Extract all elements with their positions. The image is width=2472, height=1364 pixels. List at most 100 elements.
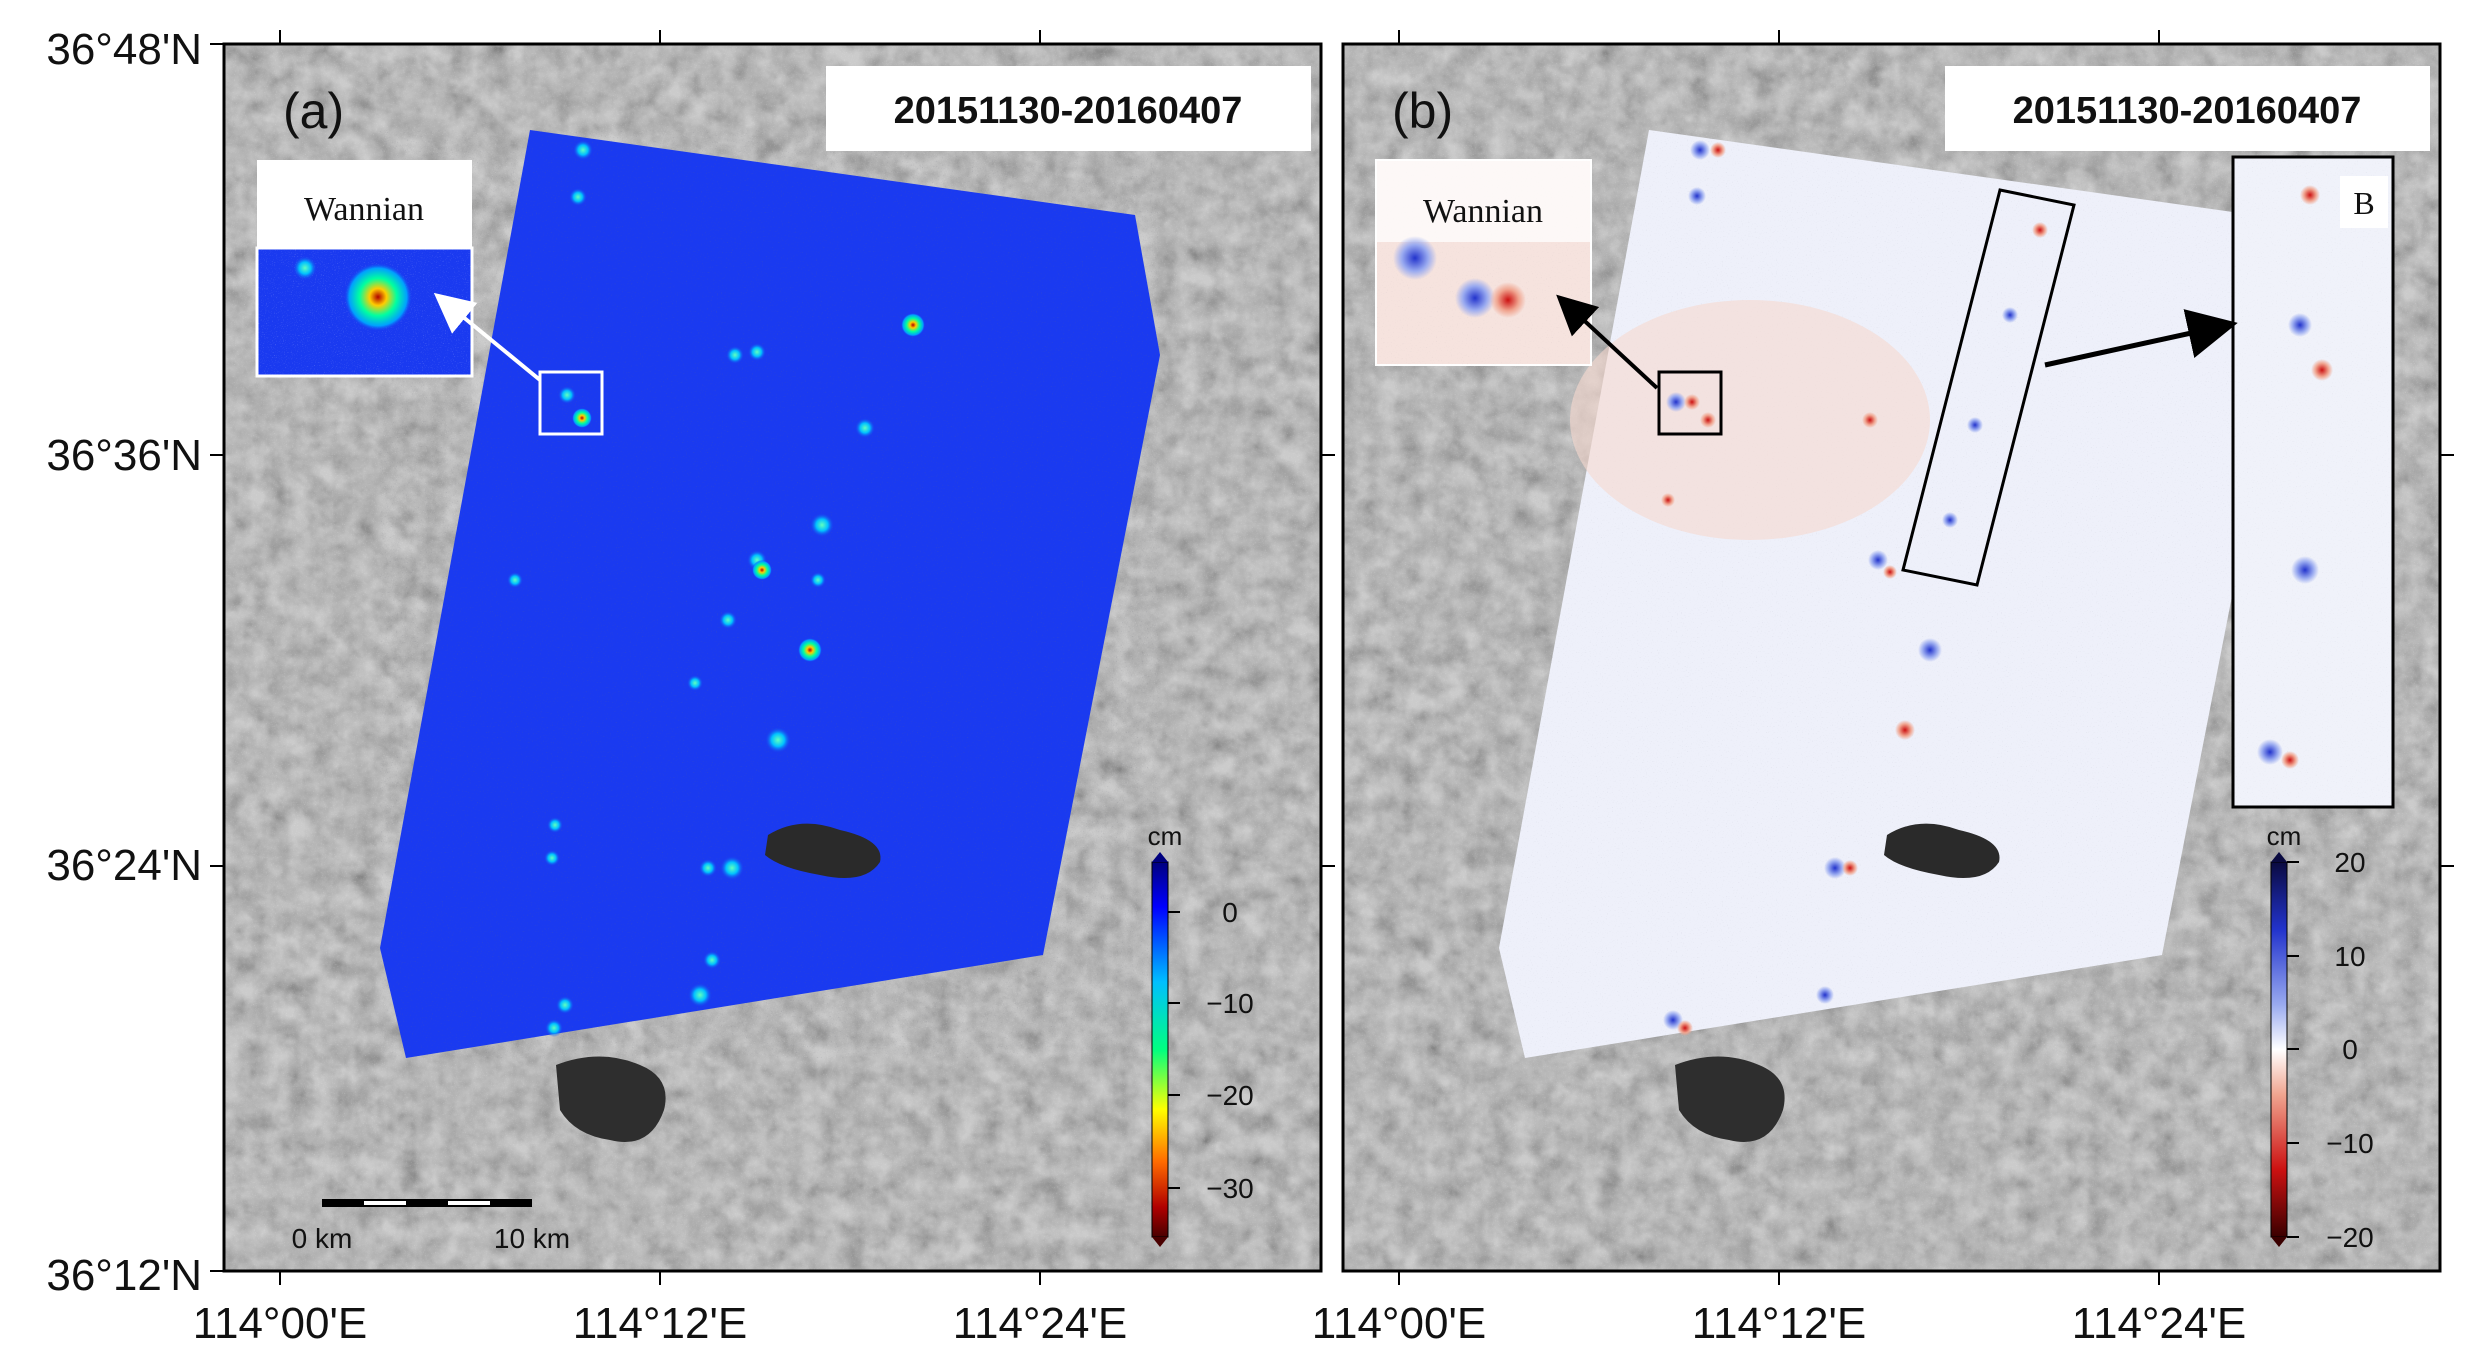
lake-inner: [1884, 823, 2000, 879]
deformation-spot: [573, 140, 593, 160]
colorbar-tick-label: −20: [2326, 1222, 2374, 1253]
colorbar-unit: cm: [1148, 821, 1183, 851]
colorbar-top-cap: [1152, 852, 1168, 862]
panel-b: Wannian B (b) 20: [1341, 42, 2442, 1273]
lon-axis: 114°00'E 114°12'E 114°24'E 114°00'E 114°…: [193, 30, 2246, 1348]
scale-bar: 0 km 10 km: [292, 1199, 570, 1254]
colorbar: [2270, 861, 2288, 1238]
deformation-spot: [1690, 140, 1710, 160]
colorbar-tick-label: 20: [2334, 847, 2365, 878]
deformation-spot: [1666, 392, 1686, 412]
deformation-spot: [703, 951, 721, 969]
warm-area: [1570, 300, 1930, 540]
colorbar-ticks: 0 −10 −20 −30: [1168, 897, 1254, 1204]
inset-b-title-box: [2340, 176, 2388, 228]
lat-label: 36°48'N: [46, 25, 202, 74]
inset-deformation-spot: [1455, 278, 1495, 318]
inset-arrow: [1556, 294, 1659, 390]
lon-label: 114°12'E: [573, 1299, 747, 1348]
inset-b-arrow: [2044, 309, 2238, 368]
colorbar-tick-label: −10: [1206, 988, 1254, 1019]
panel-label: (a): [283, 83, 344, 139]
colorbar-tick-label: −20: [1206, 1080, 1254, 1111]
deformation-spot: [1688, 187, 1706, 205]
colorbar-top-cap: [2271, 852, 2287, 862]
deformation-spot: [1824, 857, 1846, 879]
deformation-spot: [719, 611, 737, 629]
colorbar-ticks: 20 10 0 −10 −20: [2287, 847, 2374, 1253]
deformation-spot: [1918, 638, 1942, 662]
scale-bar-segment: [364, 1201, 406, 1205]
reservoir-south: [556, 1056, 666, 1142]
deformation-spot: [1684, 394, 1700, 410]
deformation-spot: [752, 560, 772, 580]
lat-label: 36°24'N: [46, 841, 202, 890]
inset-b-speckle: [2233, 157, 2393, 807]
scale-bar-body: [322, 1199, 532, 1207]
colorbar-tick-label: −30: [1206, 1173, 1254, 1204]
panel-a: Wannian (a) 20151130-20160407 cm 0 −10: [222, 42, 1323, 1273]
colorbar-tick-label: 10: [2334, 941, 2365, 972]
inset-deformation-spot: [2300, 185, 2320, 205]
colorbar: [1151, 861, 1169, 1238]
deformation-spot: [720, 856, 744, 880]
colorbar-tick-label: −10: [2326, 1128, 2374, 1159]
panel-b-map: Wannian B (b) 20: [1343, 44, 2440, 1271]
deformation-spot: [1677, 1020, 1693, 1036]
lon-label: 114°00'E: [1312, 1299, 1486, 1348]
deformation-spot: [748, 343, 766, 361]
deformation-spot: [544, 850, 560, 866]
deformation-spot: [2002, 307, 2018, 323]
lat-label: 36°36'N: [46, 431, 202, 480]
colorbar-bottom-cap: [1152, 1237, 1168, 1247]
panel-a-frame: [222, 42, 1323, 1273]
deformation-spot: [1816, 986, 1834, 1004]
deformation-spot: [1895, 720, 1915, 740]
inset-arrow: [433, 292, 542, 382]
date-box: [1945, 66, 2430, 151]
axes: 36°48'N 36°36'N 36°24'N 36°12'N 114°00'E…: [46, 25, 2454, 1348]
deformation-spot: [1967, 417, 1983, 433]
deformation-spot: [1710, 142, 1726, 158]
date-range: 20151130-20160407: [2013, 90, 2362, 132]
inset-title: Wannian: [1423, 193, 1543, 230]
deformation-spot: [572, 408, 592, 428]
deformation-spot: [855, 418, 875, 438]
wannian-inset: Wannian: [1375, 159, 1592, 366]
inset-title-box: [1376, 160, 1591, 242]
deformation-spot: [558, 386, 576, 404]
inset-minor-spot: [293, 256, 317, 280]
deformation-spot: [687, 675, 703, 691]
deformation-spot: [1700, 412, 1716, 428]
inset-deformation-spot: [2311, 359, 2333, 381]
inset-b-title: B: [2353, 185, 2374, 221]
deformation-spot: [688, 983, 712, 1007]
panel-b-frame: [1341, 42, 2442, 1273]
scale-bar-end: 10 km: [494, 1223, 570, 1254]
lon-label: 114°12'E: [1692, 1299, 1866, 1348]
inset-deformation-spot: [1393, 236, 1437, 280]
panel-a-map: Wannian (a) 20151130-20160407 cm 0 −10: [224, 44, 1321, 1271]
deformation-spot: [810, 572, 826, 588]
inset-deformation-spot: [1490, 282, 1526, 318]
reservoir-south: [1675, 1056, 1785, 1142]
deformation-spot: [2032, 222, 2048, 238]
deformation-spot: [1883, 565, 1897, 579]
deformation-spot: [765, 727, 791, 753]
lon-label: 114°24'E: [953, 1299, 1127, 1348]
inset-deformation-spot: [2291, 556, 2319, 584]
lat-axis: 36°48'N 36°36'N 36°24'N 36°12'N: [46, 25, 2454, 1300]
deformation-spot: [798, 638, 822, 662]
colorbar-tick-label: 0: [1222, 897, 1238, 928]
deformation-spots: [1661, 140, 2048, 1036]
inset-deformation-spot: [2257, 739, 2283, 765]
deformation-spot: [810, 513, 834, 537]
inset-title: Wannian: [304, 191, 424, 228]
deformation-spot: [901, 313, 925, 337]
deformation-spot: [569, 188, 587, 206]
deformation-spot: [1661, 493, 1675, 507]
scale-bar-start: 0 km: [292, 1223, 353, 1254]
lon-label: 114°00'E: [193, 1299, 367, 1348]
wannian-highlight-box: [538, 370, 604, 436]
